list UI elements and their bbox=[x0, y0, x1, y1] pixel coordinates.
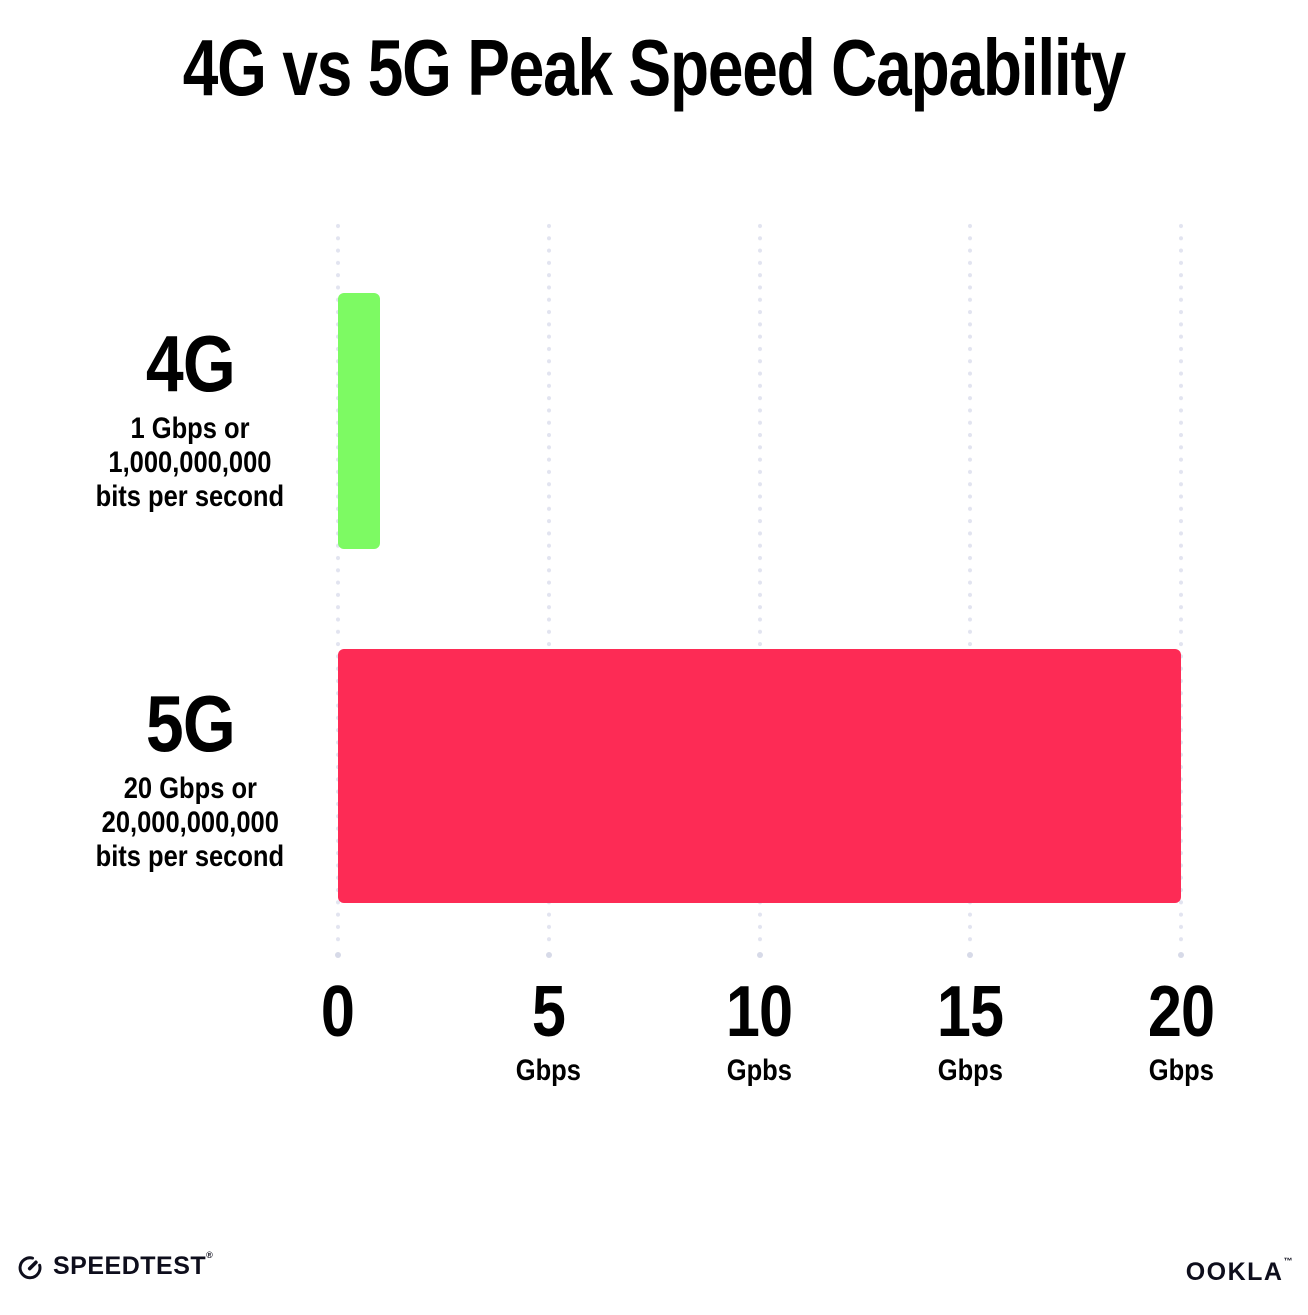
speedtest-trademark: ® bbox=[206, 1250, 214, 1260]
speedometer-icon bbox=[16, 1253, 44, 1281]
chart-title-text: 4G vs 5G Peak Speed Capability bbox=[182, 23, 1126, 112]
x-tick-number: 5 bbox=[532, 972, 566, 1052]
x-tick-unit: Gbps bbox=[937, 1054, 1003, 1087]
category-name-5g: 5G bbox=[145, 679, 235, 768]
bar-5g bbox=[338, 649, 1181, 903]
gridline-0 bbox=[335, 222, 341, 958]
category-name-4g: 4G bbox=[145, 319, 235, 408]
speedtest-logo: SPEEDTEST® bbox=[16, 1250, 214, 1281]
ookla-logo: OOKLA™ bbox=[1185, 1256, 1294, 1287]
x-tick-number: 0 bbox=[321, 972, 355, 1052]
x-axis-tick-5: 5 Gbps bbox=[429, 972, 669, 1087]
bar-4g bbox=[338, 293, 381, 549]
category-sublabel-5g: 20 Gbps or 20,000,000,000 bits per secon… bbox=[95, 772, 285, 873]
speedtest-wordmark: SPEEDTEST® bbox=[53, 1250, 214, 1280]
gridline-10 bbox=[756, 222, 763, 958]
x-axis-tick-15: 15 Gbps bbox=[850, 972, 1090, 1087]
x-tick-unit: Gbps bbox=[1148, 1054, 1214, 1087]
x-axis-tick-0: 0 bbox=[218, 972, 458, 1086]
category-label-4g: 4G 1 Gbps or 1,000,000,000 bits per seco… bbox=[20, 324, 360, 514]
ookla-wordmark: OOKLA bbox=[1185, 1258, 1284, 1286]
category-sublabel-4g: 1 Gbps or 1,000,000,000 bits per second bbox=[95, 412, 285, 513]
gridline-20 bbox=[1178, 222, 1184, 958]
x-tick-unit: Gpbs bbox=[726, 1054, 793, 1087]
x-tick-unit: Gbps bbox=[516, 1054, 582, 1087]
x-axis-tick-10: 10 Gpbs bbox=[640, 972, 880, 1087]
gridline-5 bbox=[545, 222, 552, 958]
x-tick-number: 10 bbox=[726, 972, 793, 1052]
x-tick-number: 20 bbox=[1147, 972, 1215, 1052]
ookla-trademark: ™ bbox=[1283, 1256, 1294, 1266]
chart-title: 4G vs 5G Peak Speed Capability bbox=[0, 22, 1308, 114]
x-tick-number: 15 bbox=[937, 972, 1004, 1052]
x-axis-tick-20: 20 Gbps bbox=[1061, 972, 1301, 1087]
gridline-15 bbox=[967, 222, 974, 958]
category-label-5g: 5G 20 Gbps or 20,000,000,000 bits per se… bbox=[20, 684, 360, 874]
